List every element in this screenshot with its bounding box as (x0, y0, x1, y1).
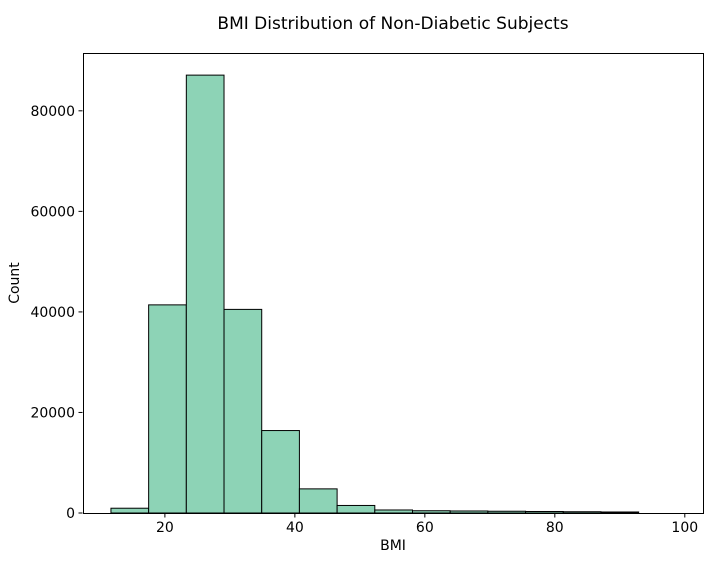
histogram-bar (525, 510, 564, 514)
x-tick-label: 80 (546, 520, 564, 536)
histogram-bar (148, 304, 187, 514)
histogram-bar (374, 509, 413, 514)
histogram-bar (449, 510, 489, 514)
histogram-bar (412, 510, 451, 514)
chart-title: BMI Distribution of Non-Diabetic Subject… (217, 14, 569, 34)
x-tick-label: 60 (416, 520, 434, 536)
histogram-bar (562, 511, 602, 514)
histogram-bar (185, 74, 225, 514)
histogram-bar (298, 488, 338, 514)
y-tick-label: 60000 (30, 204, 75, 220)
y-tick-label: 80000 (30, 104, 75, 120)
histogram-bar (110, 507, 150, 514)
axes-border (83, 53, 704, 514)
histogram-bar (261, 430, 300, 514)
histogram-bar (487, 510, 527, 514)
x-tick-label: 100 (671, 520, 698, 536)
y-tick-label: 40000 (30, 305, 75, 321)
y-tick-label: 20000 (30, 405, 75, 421)
x-tick-label: 40 (286, 520, 304, 536)
x-tick-label: 20 (156, 520, 174, 536)
x-axis-label: BMI (380, 538, 406, 554)
histogram-bar (336, 504, 376, 514)
histogram-bar (223, 308, 263, 514)
y-tick-label: 0 (66, 506, 75, 522)
histogram-bar (600, 511, 640, 514)
